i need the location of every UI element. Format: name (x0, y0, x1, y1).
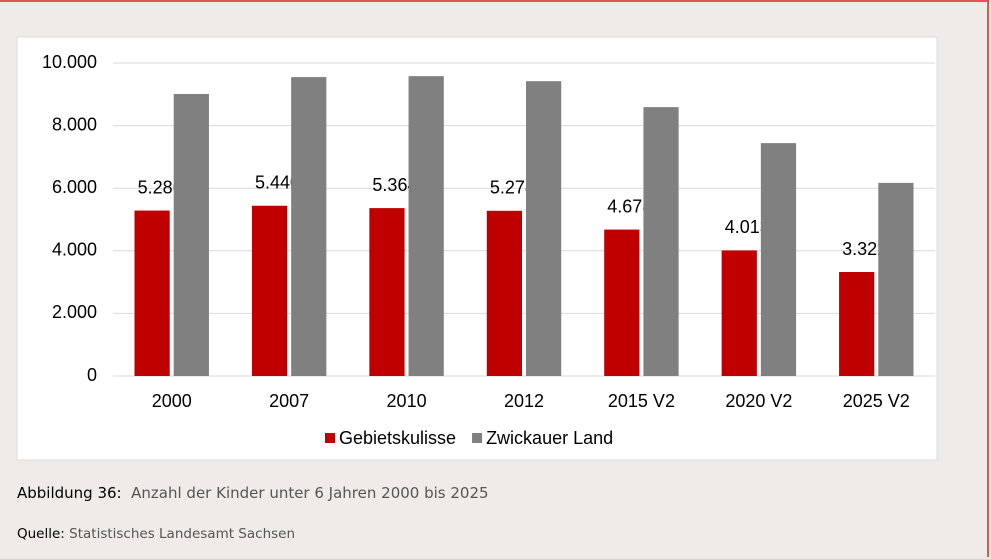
y-tick-label: 6.000 (52, 177, 97, 197)
x-tick-label: 2010 (387, 391, 427, 411)
bar (760, 143, 797, 376)
x-tick-label: 2015 V2 (608, 391, 675, 411)
bar (486, 210, 522, 376)
y-tick-label: 4.000 (52, 240, 97, 260)
source: Quelle: Statistisches Landesamt Sachsen (17, 526, 295, 542)
data-label: 3.322 (842, 239, 887, 259)
x-tick-label: 2000 (152, 391, 192, 411)
y-tick-label: 0 (87, 365, 97, 385)
legend-label: Gebietskulisse (339, 428, 456, 448)
bar (721, 250, 757, 376)
bar (643, 107, 679, 377)
bar (251, 205, 288, 376)
x-tick-label: 2025 V2 (843, 391, 910, 411)
bar (526, 81, 562, 377)
legend-swatch (472, 433, 483, 443)
bar (604, 229, 640, 376)
data-label: 5.286 (138, 177, 183, 197)
bar (291, 77, 327, 377)
bar (369, 208, 405, 376)
data-label: 5.364 (372, 175, 417, 195)
x-tick-label: 2020 V2 (725, 391, 792, 411)
data-label: 5.278 (490, 178, 535, 198)
x-tick-label: 2012 (504, 391, 544, 411)
y-tick-label: 2.000 (52, 302, 97, 322)
caption-text: Anzahl der Kinder unter 6 Jahren 2000 bi… (131, 484, 489, 502)
source-text: Statistisches Landesamt Sachsen (69, 526, 296, 542)
bar (839, 272, 875, 376)
bar (173, 93, 209, 376)
data-label: 4.013 (725, 217, 770, 237)
caption: Abbildung 36: Anzahl der Kinder unter 6 … (17, 484, 489, 502)
source-label: Quelle: (17, 526, 65, 542)
data-label: 5.440 (255, 172, 300, 192)
y-tick-label: 8.000 (52, 114, 97, 134)
chart: 0 2.000 4.000 6.000 8.000 10.000 2000 5.286 2007… (16, 36, 938, 461)
caption-label: Abbildung 36: (17, 484, 122, 502)
y-tick-label: 10.000 (42, 52, 97, 72)
legend-label: Zwickauer Land (486, 428, 613, 448)
x-tick-label: 2007 (269, 391, 309, 411)
bar (408, 76, 444, 377)
bar (134, 210, 170, 376)
legend-swatch (325, 433, 335, 443)
data-label: 4.678 (607, 196, 652, 216)
bar (878, 182, 914, 376)
